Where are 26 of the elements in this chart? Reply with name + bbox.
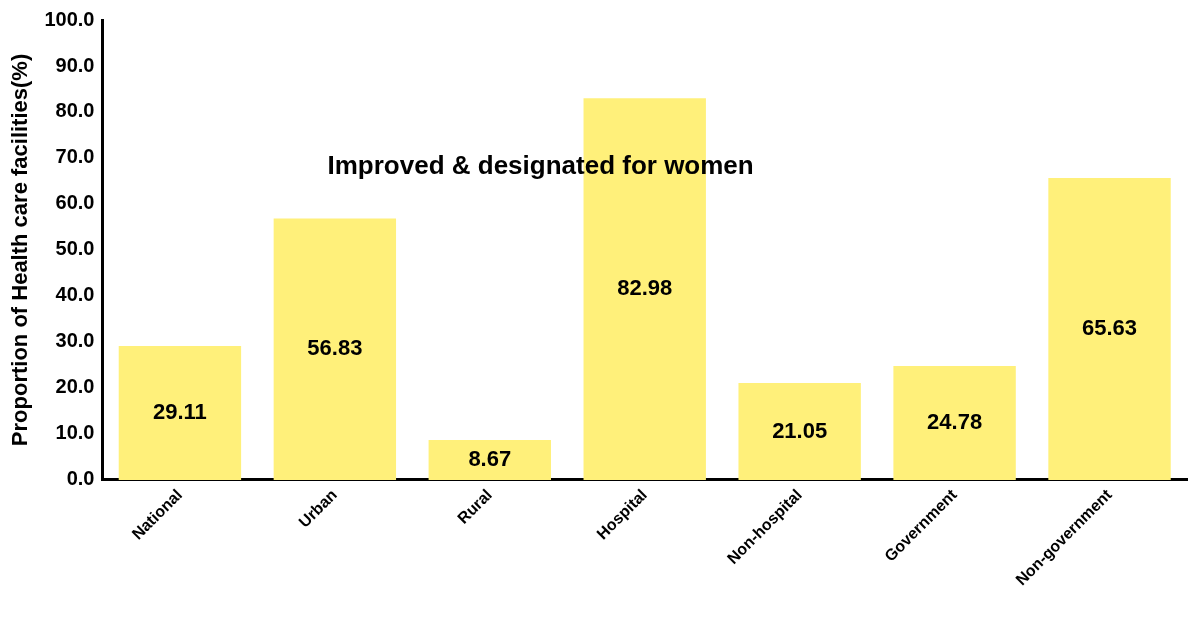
data-label: 21.05 xyxy=(772,417,828,443)
bar xyxy=(738,383,861,480)
bar xyxy=(118,346,242,480)
y-tick-label: 20.0 xyxy=(55,375,95,398)
y-tick-label: 60.0 xyxy=(55,191,95,214)
y-tick-label: 100.0 xyxy=(44,7,95,30)
y-tick-label: 90.0 xyxy=(55,53,95,76)
y-tick-label: 80.0 xyxy=(55,99,95,122)
bar xyxy=(273,218,397,480)
y-tick-label: 40.0 xyxy=(55,283,95,306)
y-tick-label: 0.0 xyxy=(66,467,95,490)
data-label: 29.11 xyxy=(152,399,207,425)
data-label: 56.83 xyxy=(307,335,363,361)
bar xyxy=(428,440,551,480)
data-label: 24.78 xyxy=(927,408,983,434)
data-label: 65.63 xyxy=(1082,315,1138,341)
y-tick-label: 50.0 xyxy=(55,237,95,260)
text: Improved & designated for women xyxy=(327,150,754,181)
bar xyxy=(893,365,1016,480)
data-label: 8.67 xyxy=(468,446,512,472)
y-tick-label: 70.0 xyxy=(55,145,95,168)
data-label: 82.98 xyxy=(617,275,673,301)
bar xyxy=(1048,178,1171,480)
y-axis-title: Proportion of Health care facilities(%) xyxy=(7,53,33,447)
y-tick-label: 10.0 xyxy=(55,421,95,444)
y-tick-label: 30.0 xyxy=(55,329,95,352)
